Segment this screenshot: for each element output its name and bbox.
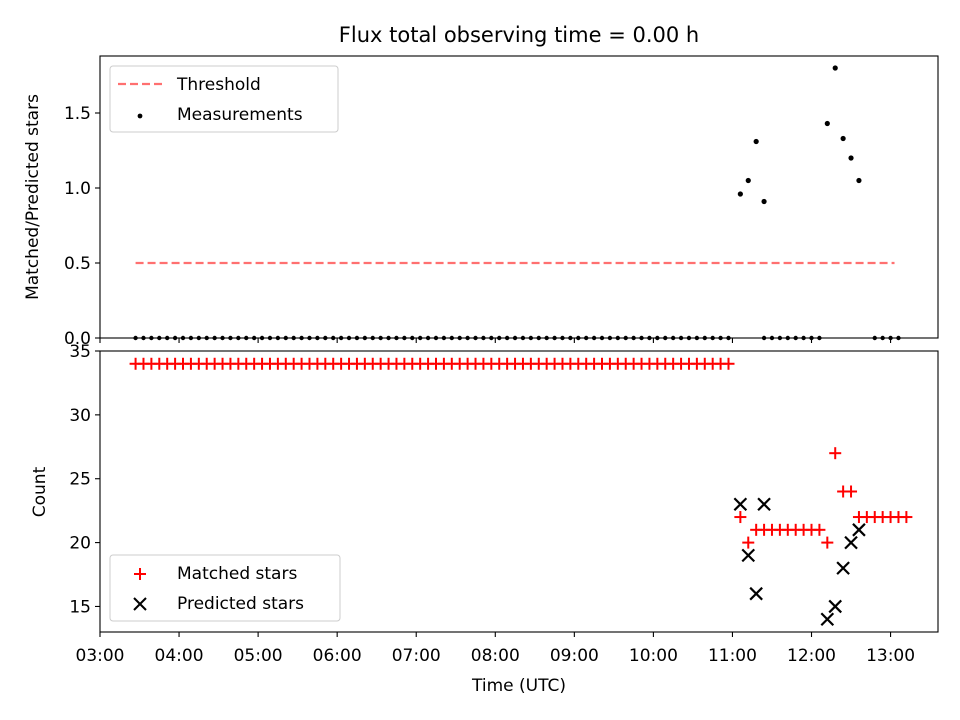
matched-star-point <box>900 511 913 524</box>
top-y-tick-label: 0.0 <box>64 329 91 349</box>
predicted-star-point <box>757 497 771 512</box>
bottom-x-tick-label: 04:00 <box>155 646 204 666</box>
marker-stroke <box>820 612 835 627</box>
threshold-legend-label: Threshold <box>176 75 261 95</box>
marker-stroke <box>749 586 763 601</box>
marker-stroke <box>757 497 771 512</box>
matched-star-point <box>813 523 826 536</box>
bottom-y-tick-label: 35 <box>69 342 91 362</box>
measurement-point <box>745 177 751 184</box>
bottom-y-tick-label: 20 <box>69 534 91 554</box>
bottom-x-tick-label: 12:00 <box>787 646 836 666</box>
bottom-plot-area: 15 20 25 30 35 03:00 04:00 05:00 06:00 07:00 08:00… <box>69 342 939 666</box>
predicted-star-point <box>828 599 843 614</box>
measurement-point <box>832 65 838 71</box>
predicted-star-point <box>749 586 763 601</box>
bottom-x-tick-label: 07:00 <box>392 646 441 666</box>
predicted-star-point <box>741 548 756 563</box>
matched-star-point <box>821 536 834 549</box>
top-y-tick-label: 1.0 <box>64 179 91 199</box>
top-plot-area: 0.0 0.5 1.0 1.5 <box>64 55 939 349</box>
marker-stroke <box>852 523 866 537</box>
predicted-star-point <box>820 612 835 627</box>
bottom-y-tick-label: 15 <box>69 597 91 617</box>
bottom-legend: Matched stars Predicted stars <box>109 554 341 622</box>
matched-star-point <box>845 485 858 498</box>
bottom-x-tick-label: 09:00 <box>550 646 599 666</box>
measurement-point <box>824 120 830 127</box>
predicted-legend-label: Predicted stars <box>177 594 304 614</box>
matched-star-point <box>734 511 747 524</box>
top-y-tick-label: 1.5 <box>64 104 91 124</box>
bottom-x-tick-label: 03:00 <box>76 646 125 666</box>
matched-star-point <box>742 536 755 549</box>
top-chart-title: Flux total observing time = 0.00 h <box>339 23 699 47</box>
marker-stroke <box>733 497 748 512</box>
predicted-legend-swatch <box>133 597 147 611</box>
measurement-point <box>848 155 854 161</box>
measurement-point <box>840 135 846 142</box>
bottom-x-tick-label: 13:00 <box>866 646 915 666</box>
bottom-x-tick-label: 11:00 <box>708 646 757 666</box>
bottom-x-tick-label: 06:00 <box>313 646 362 666</box>
matched-star-point <box>829 447 842 460</box>
matched-legend-swatch <box>134 568 146 580</box>
top-legend-box <box>109 65 339 133</box>
bottom-y-axis-label: Count <box>30 466 50 517</box>
top-y-tick-label: 0.5 <box>64 254 91 274</box>
bottom-x-tick-label: 05:00 <box>234 646 283 666</box>
bottom-x-tick-label: 08:00 <box>471 646 520 666</box>
predicted-star-point <box>733 497 748 512</box>
marker-stroke <box>836 561 850 575</box>
measurement-point <box>753 138 759 145</box>
measurement-point <box>737 191 743 197</box>
top-axes-frame <box>99 55 939 339</box>
bottom-x-tick-label: 10:00 <box>629 646 678 666</box>
top-legend: Threshold Measurements <box>109 65 339 133</box>
measurement-point <box>856 177 862 184</box>
predicted-star-point <box>844 535 858 550</box>
matched-legend-label: Matched stars <box>177 564 297 584</box>
measurements-legend-swatch <box>137 113 143 119</box>
x-axis-label: Time (UTC) <box>471 676 566 696</box>
measurement-point <box>761 198 767 205</box>
marker-stroke <box>741 548 756 563</box>
matched-star-point <box>722 357 735 370</box>
predicted-star-point <box>836 561 850 575</box>
bottom-y-tick-label: 30 <box>69 406 91 426</box>
predicted-star-point <box>852 523 866 537</box>
measurements-legend-label: Measurements <box>177 105 303 125</box>
bottom-axes-frame <box>99 350 939 633</box>
marker-stroke <box>828 599 843 614</box>
bottom-y-tick-label: 25 <box>69 470 91 490</box>
bottom-legend-box <box>109 554 341 622</box>
marker-stroke <box>844 535 858 550</box>
top-y-axis-label: Matched/Predicted stars <box>23 94 43 300</box>
